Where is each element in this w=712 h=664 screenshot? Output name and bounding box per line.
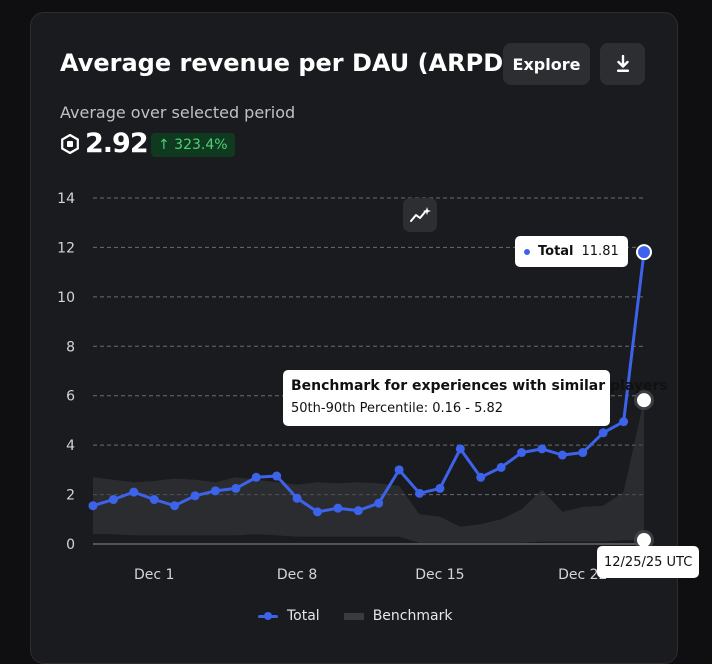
y-tick-label: 4	[66, 438, 75, 454]
legend-item-benchmark[interactable]: Benchmark	[343, 608, 453, 624]
total-point[interactable]	[272, 471, 282, 481]
tooltip-total-value: 11.81	[581, 244, 619, 259]
delta-badge: ↑ 323.4%	[151, 133, 235, 157]
total-point[interactable]	[353, 506, 363, 516]
benchmark-tooltip: Benchmark for experiences with similar p…	[283, 370, 668, 426]
legend-total-label: Total	[287, 608, 320, 624]
robux-icon	[61, 134, 79, 154]
total-point[interactable]	[292, 493, 302, 503]
y-tick-label: 10	[57, 290, 75, 306]
x-tick-label: Dec 15	[415, 567, 464, 583]
benchmark-swatch-icon	[343, 612, 364, 620]
sparkle-trend-icon	[410, 207, 431, 222]
total-point[interactable]	[476, 472, 486, 482]
total-point[interactable]	[598, 428, 608, 438]
x-axis-ticks: Dec 1 Dec 8 Dec 15 Dec 22	[134, 567, 607, 583]
total-hover-point[interactable]	[636, 244, 652, 261]
total-point[interactable]	[557, 450, 567, 460]
total-point[interactable]	[231, 483, 241, 493]
explore-button[interactable]: Explore	[503, 43, 590, 85]
total-tooltip: Total 11.81	[515, 236, 628, 267]
chart-title: Average revenue per DAU (ARPDAU)	[60, 49, 552, 77]
total-point[interactable]	[578, 448, 588, 458]
total-point[interactable]	[333, 503, 343, 513]
total-points	[88, 417, 629, 517]
benchmark-band	[93, 400, 644, 543]
y-axis-ticks: 0 2 4 6 8 10 12 14	[57, 191, 75, 553]
y-tick-label: 0	[66, 537, 75, 553]
total-point[interactable]	[619, 417, 629, 427]
y-tick-label: 14	[57, 191, 75, 207]
total-series-line	[92, 251, 646, 514]
total-point[interactable]	[415, 488, 425, 498]
total-point[interactable]	[374, 498, 384, 508]
y-tick-label: 6	[66, 389, 75, 405]
chart-card	[30, 12, 678, 664]
download-icon	[616, 55, 629, 72]
total-point[interactable]	[394, 465, 404, 475]
total-point[interactable]	[170, 501, 180, 511]
y-tick-label: 12	[57, 240, 75, 256]
total-point[interactable]	[496, 462, 506, 472]
legend-benchmark-label: Benchmark	[372, 608, 453, 624]
total-point[interactable]	[190, 491, 200, 501]
x-tick-label: Dec 8	[277, 567, 317, 583]
total-point[interactable]	[312, 507, 322, 517]
y-tick-label: 2	[66, 488, 75, 504]
total-dot-icon	[524, 248, 530, 255]
total-point[interactable]	[537, 444, 547, 454]
benchmark-lower-point[interactable]	[637, 533, 651, 548]
y-tick-label: 8	[66, 339, 75, 355]
metric-value: 2.92	[85, 128, 149, 159]
total-swatch-icon	[258, 611, 278, 620]
trend-toggle-button[interactable]	[403, 198, 437, 232]
x-tick-label: Dec 1	[134, 567, 174, 583]
download-button[interactable]	[600, 43, 645, 85]
benchmark-tooltip-range: 50th-90th Percentile: 0.16 - 5.82	[291, 401, 504, 416]
total-point[interactable]	[129, 487, 139, 497]
total-point[interactable]	[251, 472, 261, 482]
total-point[interactable]	[108, 495, 118, 505]
period-subtitle: Average over selected period	[60, 103, 296, 122]
legend-item-total[interactable]: Total	[258, 608, 320, 624]
total-point[interactable]	[517, 448, 527, 458]
chart-legend: Total Benchmark	[258, 608, 476, 624]
hover-markers	[634, 244, 654, 551]
tooltip-total-label: Total	[538, 244, 574, 259]
total-point[interactable]	[455, 444, 465, 454]
x-tick-label: Dec 22	[558, 567, 607, 583]
benchmark-tooltip-title: Benchmark for experiences with similar p…	[291, 378, 668, 394]
date-tooltip: 12/25/25 UTC	[597, 546, 700, 578]
total-point[interactable]	[88, 501, 98, 511]
total-point[interactable]	[435, 483, 445, 493]
benchmark-upper-point[interactable]	[637, 393, 651, 408]
total-point[interactable]	[149, 495, 159, 505]
total-point[interactable]	[210, 486, 220, 496]
